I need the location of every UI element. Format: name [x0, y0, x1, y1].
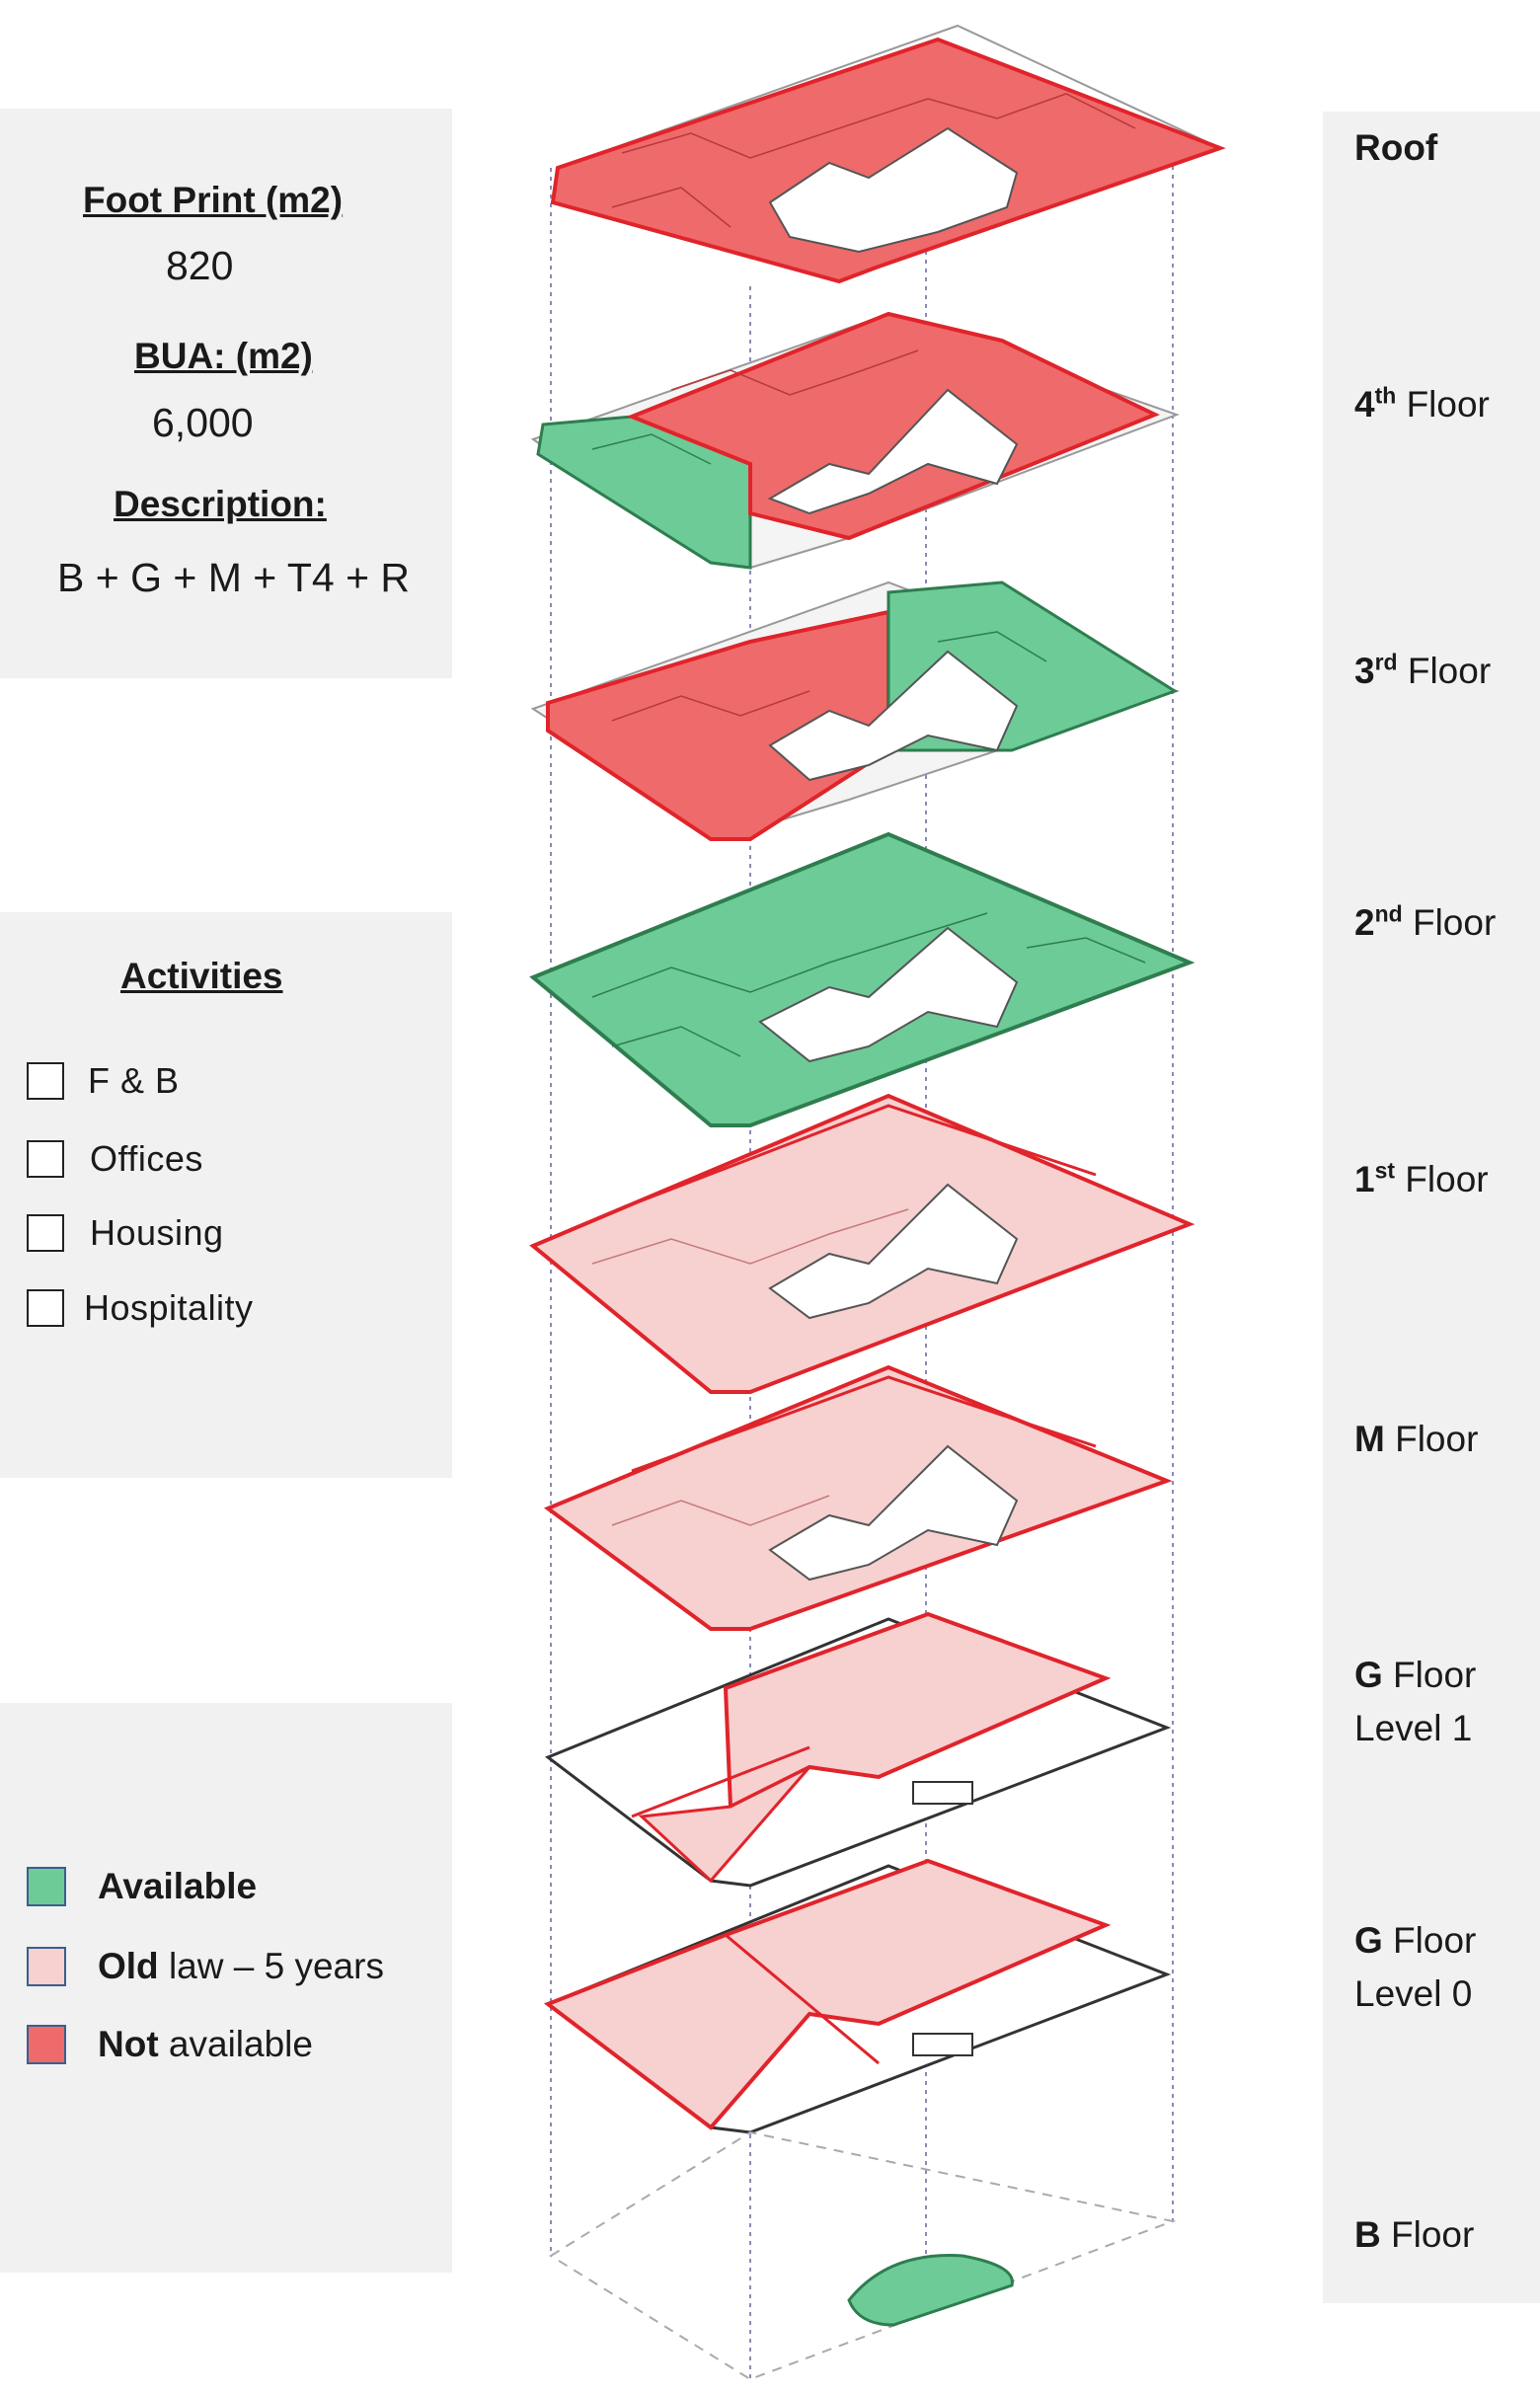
available-label: Available	[98, 1866, 258, 1906]
offices-checkbox[interactable]	[27, 1140, 64, 1178]
activity-fnb[interactable]: F & B	[27, 1060, 180, 1102]
floor-label-4th: 4th Floor	[1354, 382, 1490, 425]
footprint-value: 820	[166, 243, 234, 288]
hospitality-label: Hospitality	[84, 1287, 254, 1328]
housing-label: Housing	[90, 1212, 224, 1253]
not-available-swatch	[27, 2025, 66, 2064]
info-panel: Foot Print (m2) 820 BUA: (m2) 6,000 Desc…	[0, 109, 452, 678]
activity-housing[interactable]: Housing	[27, 1212, 224, 1254]
floor-plate-3rd	[530, 580, 1180, 841]
floor-label-2nd: 2nd Floor	[1354, 900, 1497, 943]
floor-plate-b	[549, 2130, 1177, 2381]
floor-plate-2nd	[529, 831, 1195, 1127]
floor-label-g-level1: G Floor Level 1	[1354, 1655, 1477, 1748]
legend-panel: Available Old law – 5 years Not availabl…	[0, 1703, 452, 2273]
floors-panel: Roof 4th Floor 3rd Floor 2nd Floor 1st F…	[1323, 112, 1540, 2303]
floor-label-g-level0: G Floor Level 0	[1354, 1920, 1477, 2014]
floor-plate-4th	[530, 311, 1180, 570]
activities-heading: Activities	[120, 956, 283, 996]
housing-checkbox[interactable]	[27, 1214, 64, 1252]
fnb-checkbox[interactable]	[27, 1062, 64, 1100]
old-law-label: Old law – 5 years	[98, 1946, 384, 1986]
description-heading: Description:	[114, 484, 327, 524]
legend-available: Available	[27, 1866, 257, 1907]
not-available-label: Not available	[98, 2024, 313, 2064]
bua-heading: BUA: (m2)	[134, 336, 313, 376]
floor-label-1st: 1st Floor	[1354, 1157, 1489, 1199]
floor-plate-m	[543, 1364, 1173, 1631]
floor-label-roof: Roof	[1354, 127, 1438, 168]
legend-not-available: Not available	[27, 2024, 313, 2065]
floor-plate-g-level1	[544, 1611, 1172, 1888]
activities-panel: Activities F & B Offices Housing Hospita…	[0, 912, 452, 1478]
activity-hospitality[interactable]: Hospitality	[27, 1287, 254, 1329]
legend-old-law: Old law – 5 years	[27, 1946, 384, 1987]
description-value: B + G + M + T4 + R	[57, 555, 411, 600]
footprint-heading: Foot Print (m2)	[83, 180, 344, 220]
floor-label-m: M Floor	[1354, 1419, 1479, 1459]
offices-label: Offices	[90, 1138, 203, 1179]
floor-plate-roof	[550, 24, 1226, 284]
bua-value: 6,000	[152, 400, 254, 445]
floor-plate-1st	[529, 1093, 1195, 1394]
available-swatch	[27, 1867, 66, 1906]
floor-label-b: B Floor	[1354, 2214, 1475, 2255]
floor-label-3rd: 3rd Floor	[1354, 649, 1492, 691]
fnb-label: F & B	[88, 1060, 180, 1101]
floor-plate-g-level0	[543, 1858, 1172, 2134]
activity-offices[interactable]: Offices	[27, 1138, 203, 1180]
hospitality-checkbox[interactable]	[27, 1289, 64, 1327]
old-law-swatch	[27, 1947, 66, 1986]
